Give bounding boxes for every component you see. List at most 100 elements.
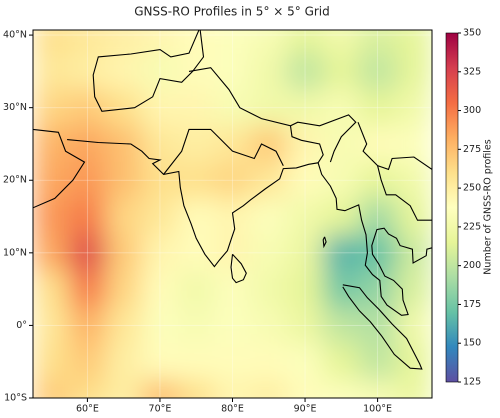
field [33,30,432,398]
grid-cell [323,307,360,345]
grid-cell [286,198,324,236]
grid-cell [250,343,288,381]
grid-cell [141,379,179,398]
grid-cell [69,53,107,91]
grid-cell [323,125,360,163]
grid-cell [105,30,143,54]
grid-cell [33,89,70,127]
grid-cell [105,234,143,272]
grid-cell [286,125,324,163]
grid-cell [69,343,107,381]
grid-cell [214,162,252,199]
colorbar-tick-label: 175 [463,299,481,310]
coastline [322,236,327,249]
grid-cell [214,30,252,54]
grid-cell [395,89,432,127]
grid-cell [323,162,360,199]
grid-cell [359,125,397,163]
grid-cell [141,307,179,345]
grid-cell [286,234,324,272]
grid-cell [359,30,397,54]
grid-cell [141,30,179,54]
colorbar-tick-label: 350 [463,28,481,39]
grid-cell [178,234,215,272]
grid-cell [250,379,288,398]
grid-cell [141,89,179,127]
grid-cell [105,270,143,308]
grid [33,30,432,398]
x-tick-label: 70°E [149,404,172,415]
grid-cell [250,30,288,54]
grid-cell [105,307,143,345]
grid-cell [395,162,432,199]
coastline [67,139,432,316]
coastline [357,121,432,171]
grid-cell [33,162,70,199]
grid-cell [178,53,215,91]
coastline [188,67,357,163]
grid-cell [214,53,252,91]
grid-cell [33,234,70,272]
grid-cell [286,307,324,345]
grid-cell [105,379,143,398]
grid-cell [323,30,360,54]
colorbar-tick-label: 150 [463,338,481,349]
grid-cell [323,343,360,381]
grid-cell [323,379,360,398]
grid-cell [359,53,397,91]
colorbar-tick-label: 300 [463,105,481,116]
grid-cell [250,307,288,345]
coastlines [33,30,432,370]
grid-cell [105,198,143,236]
y-tick-label: 0° [16,320,27,331]
grid-cell [178,89,215,127]
grid-cell [178,343,215,381]
grid-cell [105,89,143,127]
grid-cell [33,53,70,91]
grid-cell [141,53,179,91]
grid-cell [141,125,179,163]
colorbar-tick-label: 125 [463,377,481,388]
grid-cell [286,270,324,308]
grid-cell [395,379,432,398]
grid-cell [178,307,215,345]
grid-cell [286,30,324,54]
grid-cell [141,162,179,199]
grid-cell [359,379,397,398]
grid-cell [33,270,70,308]
grid-cell [323,270,360,308]
coastline [289,125,324,164]
y-tick-label: 10°N [3,247,27,258]
coastline [92,30,205,112]
grid-cell [214,379,252,398]
grid-cell [286,53,324,91]
coastline [377,165,432,221]
grid-cell [33,198,70,236]
x-tick-label: 90°E [294,404,317,415]
grid-cell [359,270,397,308]
y-tick-label: 40°N [3,30,27,41]
grid-cell [69,30,107,54]
grid-cell [395,53,432,91]
colorbar [445,32,459,383]
grid-cell [69,162,107,199]
grid-cell [323,234,360,272]
grid-cell [323,198,360,236]
grid-cell [33,343,70,381]
grid-cell [250,198,288,236]
grid-cell [214,125,252,163]
grid-cell [69,270,107,308]
chart-title: GNSS-RO Profiles in 5° × 5° Grid [134,5,330,19]
x-tick-label: 100°E [363,404,392,415]
grid-cell [105,162,143,199]
grid-cell [69,379,107,398]
grid-cell [141,198,179,236]
coastline [33,128,86,209]
grid-cell [395,343,432,381]
grid-cell [286,343,324,381]
grid-cell [214,234,252,272]
grid-cell [250,270,288,308]
grid-cell [141,343,179,381]
